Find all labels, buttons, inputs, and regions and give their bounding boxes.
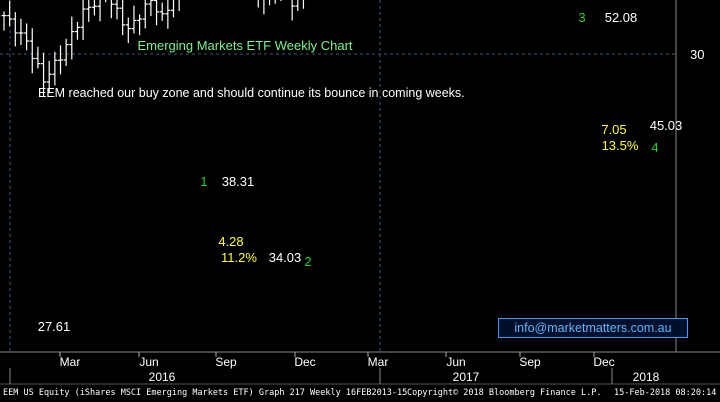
annotation-label: 3 bbox=[578, 10, 585, 25]
ohlc-bar bbox=[46, 60, 52, 93]
chart-subtitle: EEM reached our buy zone and should cont… bbox=[38, 86, 465, 100]
ohlc-bar bbox=[91, 0, 97, 16]
x-year-label: 2016 bbox=[149, 370, 176, 384]
annotation-label: 11.2% bbox=[221, 250, 257, 265]
ohlc-bar bbox=[114, 0, 120, 20]
footer-timestamp: 15-Feb-2018 08:20:14 bbox=[614, 388, 717, 398]
annotation-label: 52.08 bbox=[605, 10, 638, 25]
x-year-label: 2018 bbox=[633, 370, 660, 384]
ohlc-bar bbox=[165, 0, 171, 29]
ohlc-bar bbox=[29, 28, 35, 74]
x-month-label: Dec bbox=[593, 355, 614, 369]
ohlc-bar bbox=[97, 0, 101, 22]
ohlc-bar bbox=[105, 0, 107, 3]
annotation-label: 4.28 bbox=[218, 234, 243, 249]
x-month-label: Mar bbox=[368, 355, 389, 369]
ohlc-bar bbox=[137, 14, 143, 36]
ohlc-bar bbox=[86, 0, 92, 22]
ohlc-bar bbox=[302, 0, 305, 9]
ohlc-bar bbox=[125, 17, 131, 44]
ohlc-bar bbox=[178, 0, 180, 11]
x-month-label: Jun bbox=[139, 355, 158, 369]
x-year-label: 2017 bbox=[453, 370, 480, 384]
ohlc-bar bbox=[154, 0, 160, 26]
footer-security-info: EEM US Equity (iShares MSCI Emerging Mar… bbox=[3, 388, 408, 398]
ohlc-bar bbox=[291, 0, 295, 21]
ohlc-bar bbox=[63, 38, 69, 66]
ohlc-bar bbox=[7, 0, 13, 27]
ohlc-bar bbox=[274, 0, 276, 4]
chart-axes: 3035404550MarJunSepDecMarJunSepDec201620… bbox=[0, 0, 720, 385]
ohlc-bar bbox=[110, 0, 114, 19]
chart-grid bbox=[0, 0, 676, 352]
annotation-label: 45.03 bbox=[650, 118, 683, 133]
ohlc-bar bbox=[148, 0, 154, 17]
footer-copyright: Copyright© 2018 Bloomberg Finance L.P. bbox=[407, 388, 602, 398]
ohlc-bar bbox=[280, 0, 282, 1]
ohlc-bar bbox=[74, 21, 80, 40]
ohlc-bar bbox=[12, 12, 18, 47]
annotation-label: 7.05 bbox=[601, 122, 626, 137]
annotation-label: 38.31 bbox=[222, 174, 255, 189]
annotation-label: 1 bbox=[200, 174, 207, 189]
ohlc-bar bbox=[295, 0, 299, 11]
ohlc-bar bbox=[24, 23, 30, 51]
x-month-label: Mar bbox=[60, 355, 81, 369]
x-month-label: Sep bbox=[519, 355, 541, 369]
ohlc-bar bbox=[35, 46, 41, 69]
ohlc-bar bbox=[257, 0, 259, 8]
ohlc-bar bbox=[131, 5, 137, 34]
y-tick-label: 30 bbox=[690, 47, 704, 62]
ohlc-bar bbox=[142, 0, 148, 29]
chart-title: Emerging Markets ETF Weekly Chart bbox=[137, 38, 352, 53]
ohlc-bar bbox=[18, 18, 24, 46]
chart-labels: Emerging Markets ETF Weekly Chart EEM rea… bbox=[38, 10, 683, 334]
ohlc-bar bbox=[171, 0, 175, 18]
ohlc-bar bbox=[268, 0, 271, 6]
candlestick-series bbox=[1, 0, 305, 97]
ohlc-bar bbox=[1, 11, 7, 31]
x-month-label: Sep bbox=[215, 355, 237, 369]
ohlc-bar bbox=[263, 0, 265, 15]
x-month-label: Jun bbox=[446, 355, 465, 369]
bloomberg-footer: EEM US Equity (iShares MSCI Emerging Mar… bbox=[0, 384, 720, 402]
ohlc-bar bbox=[58, 45, 63, 75]
annotation-label: 4 bbox=[651, 140, 658, 155]
contact-email-box[interactable]: info@marketmatters.com.au bbox=[498, 318, 688, 338]
annotation-label: 2 bbox=[304, 254, 311, 269]
x-month-label: Dec bbox=[294, 355, 315, 369]
annotation-label: 27.61 bbox=[38, 319, 71, 334]
y-tick-label: 35 bbox=[690, 0, 704, 2]
ohlc-bar bbox=[41, 52, 47, 97]
ohlc-bar bbox=[159, 2, 165, 21]
ohlc-bar bbox=[120, 0, 126, 36]
annotation-label: 13.5% bbox=[602, 138, 639, 153]
annotation-label: 34.03 bbox=[269, 250, 302, 265]
ohlc-bar bbox=[52, 51, 58, 86]
ohlc-bar bbox=[80, 0, 86, 41]
ohlc-bar bbox=[69, 16, 75, 60]
